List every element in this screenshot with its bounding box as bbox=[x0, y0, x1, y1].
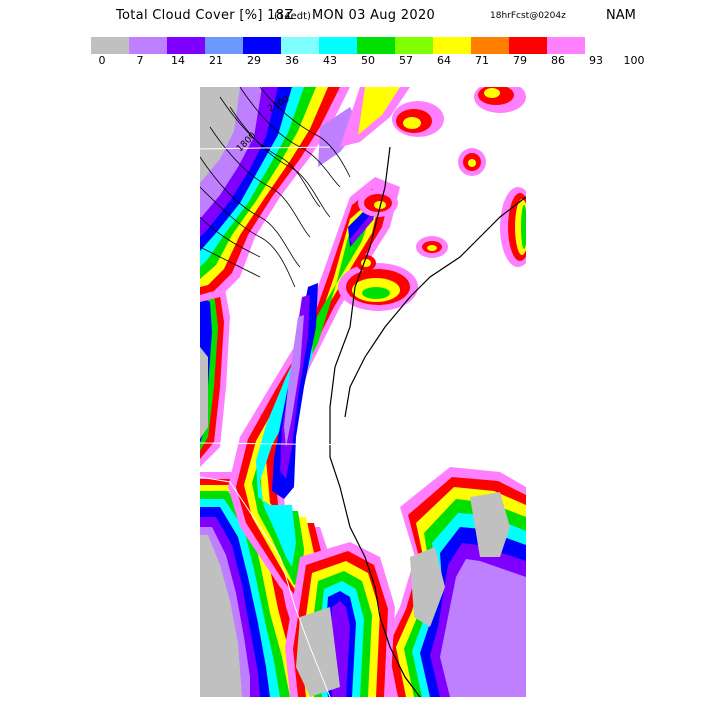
legend-swatch bbox=[319, 37, 357, 54]
legend-tick-label: 71 bbox=[475, 54, 489, 67]
legend-tick-label: 7 bbox=[136, 54, 144, 67]
cloud-west-edge bbox=[200, 267, 230, 467]
title-forecast: 18hrFcst@0204z bbox=[490, 11, 566, 21]
cloud-cells bbox=[338, 87, 526, 311]
color-legend bbox=[91, 37, 585, 54]
cloud-central-band bbox=[228, 177, 400, 617]
boundaries bbox=[200, 146, 526, 697]
cloud-south-central bbox=[285, 542, 395, 697]
legend-tick-label: 64 bbox=[437, 54, 451, 67]
legend-swatch bbox=[205, 37, 243, 54]
legend-tick-label: 43 bbox=[323, 54, 337, 67]
title-date: MON 03 Aug 2020 bbox=[312, 8, 436, 23]
legend-tick-label: 36 bbox=[285, 54, 299, 67]
legend-swatch bbox=[91, 37, 129, 54]
legend-tick-label: 100 bbox=[623, 54, 645, 67]
legend-tick-label: 29 bbox=[247, 54, 261, 67]
terrain-contours bbox=[200, 87, 351, 288]
cloud-west-band bbox=[200, 472, 325, 697]
legend-tick-label: 86 bbox=[551, 54, 565, 67]
legend-swatch bbox=[129, 37, 167, 54]
legend-swatch bbox=[433, 37, 471, 54]
title-local-time: (14edt) bbox=[274, 11, 311, 22]
map-panel: 2100 1800 bbox=[200, 87, 526, 697]
cloud-cover-map: 2100 1800 bbox=[200, 87, 526, 697]
map-title: Total Cloud Cover [%] 18Z (14edt) MON 03… bbox=[0, 6, 726, 28]
legend-tick-label: 93 bbox=[589, 54, 603, 67]
legend-swatch bbox=[243, 37, 281, 54]
legend-tick-label: 57 bbox=[399, 54, 413, 67]
legend-tick-label: 14 bbox=[171, 54, 185, 67]
legend-tick-label: 21 bbox=[209, 54, 223, 67]
legend-tick-label: 50 bbox=[361, 54, 375, 67]
legend-swatch bbox=[395, 37, 433, 54]
legend-swatch bbox=[167, 37, 205, 54]
legend-ticks: 0 7 14 21 29 36 43 50 57 64 71 79 86 93 100 bbox=[0, 54, 726, 70]
legend-swatch bbox=[471, 37, 509, 54]
cloud-northwest bbox=[200, 87, 410, 302]
legend-swatch bbox=[357, 37, 395, 54]
title-variable: Total Cloud Cover [%] 18Z bbox=[116, 8, 294, 23]
coastline bbox=[329, 146, 526, 697]
legend-swatch bbox=[509, 37, 547, 54]
legend-tick-label: 79 bbox=[513, 54, 527, 67]
legend-tick-label: 0 bbox=[98, 54, 106, 67]
legend-swatch bbox=[281, 37, 319, 54]
cloud-southeast bbox=[380, 467, 526, 697]
legend-swatch bbox=[547, 37, 585, 54]
title-model: NAM bbox=[606, 8, 636, 23]
